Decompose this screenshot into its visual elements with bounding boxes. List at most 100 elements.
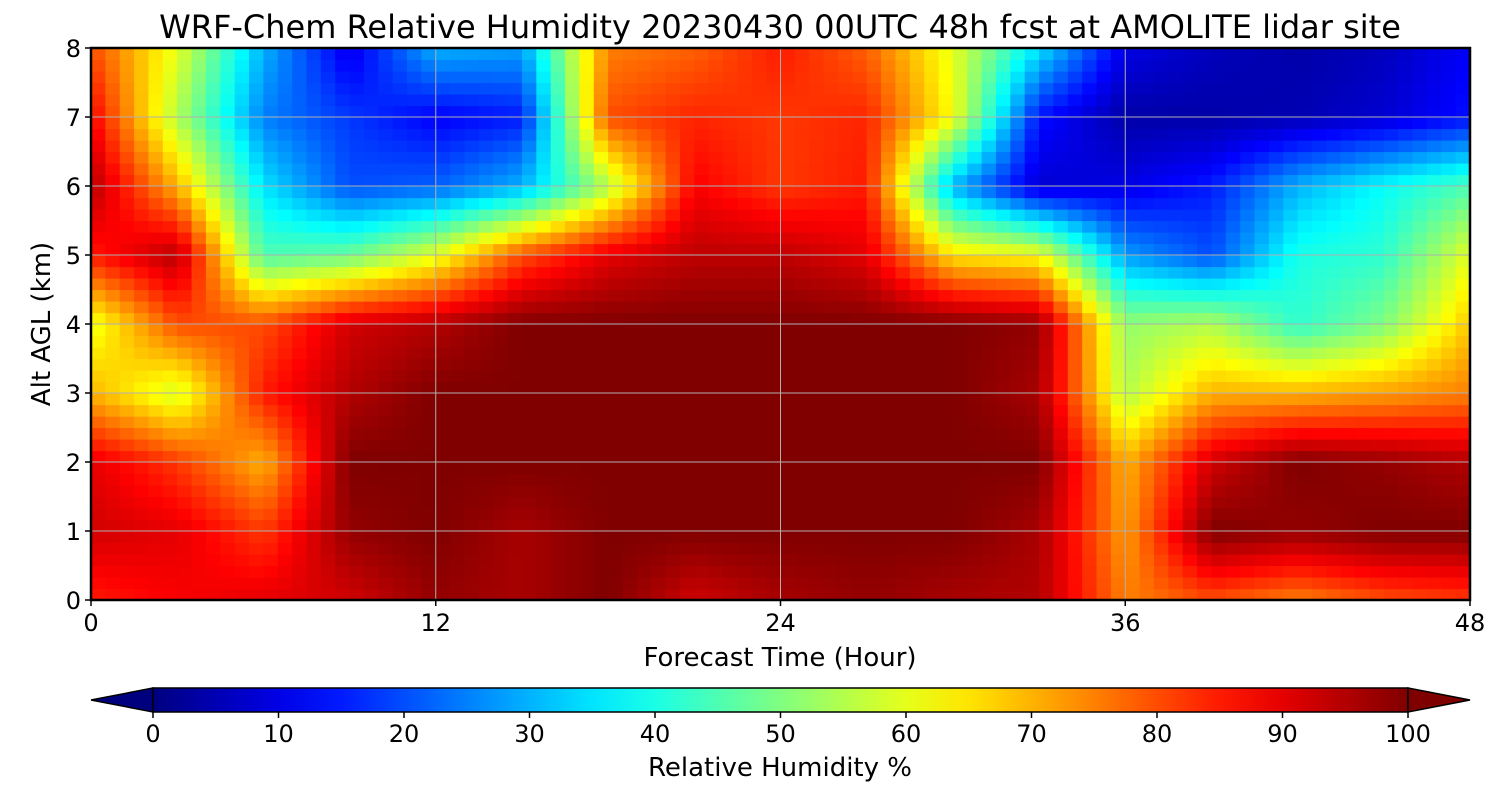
heatmap-cell bbox=[1369, 508, 1385, 521]
heatmap-cell bbox=[91, 427, 106, 440]
heatmap-cell bbox=[1369, 588, 1385, 600]
colorbar-tick-label: 30 bbox=[514, 720, 545, 748]
heatmap-cell bbox=[1441, 416, 1457, 429]
heatmap-cell bbox=[1182, 577, 1198, 590]
heatmap-cell bbox=[995, 508, 1011, 521]
heatmap-cell bbox=[320, 439, 336, 452]
heatmap-cell bbox=[723, 450, 739, 463]
heatmap-cell bbox=[536, 508, 552, 521]
heatmap-cell bbox=[823, 473, 839, 486]
heatmap-cell bbox=[91, 577, 106, 590]
heatmap-cell bbox=[794, 519, 810, 532]
heatmap-cell bbox=[392, 416, 408, 429]
heatmap-cell bbox=[1053, 496, 1069, 509]
heatmap-cell bbox=[435, 485, 451, 498]
heatmap-cell bbox=[593, 450, 609, 463]
heatmap-cell bbox=[967, 588, 983, 600]
heatmap-cell bbox=[1110, 565, 1126, 578]
heatmap-cell bbox=[909, 462, 925, 475]
heatmap-cell bbox=[866, 531, 882, 544]
heatmap-cell bbox=[1383, 508, 1399, 521]
heatmap-cell bbox=[636, 519, 652, 532]
heatmap-cell bbox=[191, 462, 207, 475]
heatmap-cell bbox=[651, 439, 667, 452]
heatmap-cell bbox=[177, 404, 193, 417]
heatmap-cell bbox=[593, 508, 609, 521]
heatmap-cell bbox=[1355, 508, 1371, 521]
heatmap-cell bbox=[464, 485, 480, 498]
heatmap-cell bbox=[881, 519, 897, 532]
heatmap-cell bbox=[852, 542, 868, 555]
heatmap-cell bbox=[881, 416, 897, 429]
heatmap-cell bbox=[881, 565, 897, 578]
heatmap-cell bbox=[1168, 450, 1184, 463]
heatmap-cell bbox=[1311, 496, 1327, 509]
heatmap-cell bbox=[780, 473, 796, 486]
heatmap-cell bbox=[622, 565, 638, 578]
heatmap-cell bbox=[1153, 450, 1169, 463]
heatmap-cell bbox=[1355, 462, 1371, 475]
heatmap-cell bbox=[1240, 485, 1256, 498]
heatmap-cell bbox=[665, 439, 681, 452]
heatmap-cell bbox=[162, 473, 178, 486]
heatmap-cell bbox=[1297, 508, 1313, 521]
heatmap-cell bbox=[995, 577, 1011, 590]
heatmap-cell bbox=[579, 485, 595, 498]
heatmap-cell bbox=[780, 565, 796, 578]
heatmap-cell bbox=[1455, 588, 1470, 600]
heatmap-cell bbox=[177, 416, 193, 429]
heatmap-cell bbox=[507, 554, 523, 567]
heatmap-cell bbox=[1326, 485, 1342, 498]
heatmap-cell bbox=[421, 485, 437, 498]
heatmap-cell bbox=[1355, 588, 1371, 600]
heatmap-cell bbox=[1412, 542, 1428, 555]
heatmap-cell bbox=[837, 473, 853, 486]
heatmap-cell bbox=[708, 565, 724, 578]
heatmap-cell bbox=[1426, 588, 1442, 600]
heatmap-cell bbox=[1067, 450, 1083, 463]
heatmap-cell bbox=[708, 588, 724, 600]
heatmap-cell bbox=[162, 496, 178, 509]
heatmap-cell bbox=[995, 554, 1011, 567]
heatmap-cell bbox=[1412, 565, 1428, 578]
heatmap-cell bbox=[723, 462, 739, 475]
heatmap-cell bbox=[335, 450, 351, 463]
heatmap-cell bbox=[1024, 462, 1040, 475]
heatmap-cell bbox=[435, 565, 451, 578]
heatmap-cell bbox=[148, 508, 164, 521]
colorbar-tick-label: 40 bbox=[640, 720, 671, 748]
heatmap-cell bbox=[1053, 577, 1069, 590]
heatmap-cell bbox=[249, 427, 264, 440]
heatmap-cell bbox=[407, 531, 422, 544]
heatmap-cell bbox=[521, 508, 537, 521]
heatmap-cell bbox=[794, 588, 810, 600]
heatmap-cell bbox=[1082, 542, 1098, 555]
heatmap-cell bbox=[881, 508, 897, 521]
heatmap-cell bbox=[134, 542, 150, 555]
colorbar-label: Relative Humidity % bbox=[648, 753, 912, 783]
heatmap-cell bbox=[177, 496, 193, 509]
heatmap-cell bbox=[292, 427, 308, 440]
heatmap-cell bbox=[220, 416, 236, 429]
heatmap-cell bbox=[1125, 542, 1141, 555]
heatmap-cell bbox=[1082, 519, 1098, 532]
heatmap-cell bbox=[1039, 519, 1055, 532]
heatmap-cell bbox=[277, 554, 293, 567]
heatmap-cell bbox=[205, 588, 221, 600]
heatmap-cell bbox=[1283, 588, 1299, 600]
heatmap-cell bbox=[837, 565, 853, 578]
heatmap-cell bbox=[1369, 496, 1385, 509]
heatmap-cell bbox=[1455, 473, 1470, 486]
heatmap-cell bbox=[636, 554, 652, 567]
heatmap-cell bbox=[1268, 473, 1284, 486]
heatmap-cell bbox=[1383, 531, 1399, 544]
heatmap-cell bbox=[1110, 588, 1126, 600]
heatmap-cell bbox=[1197, 485, 1213, 498]
heatmap-cell bbox=[1067, 496, 1083, 509]
heatmap-cell bbox=[1039, 496, 1055, 509]
heatmap-cell bbox=[1254, 496, 1270, 509]
heatmap-cell bbox=[292, 508, 308, 521]
heatmap-cell bbox=[177, 473, 193, 486]
heatmap-cell bbox=[1383, 542, 1399, 555]
heatmap-cell bbox=[536, 577, 552, 590]
